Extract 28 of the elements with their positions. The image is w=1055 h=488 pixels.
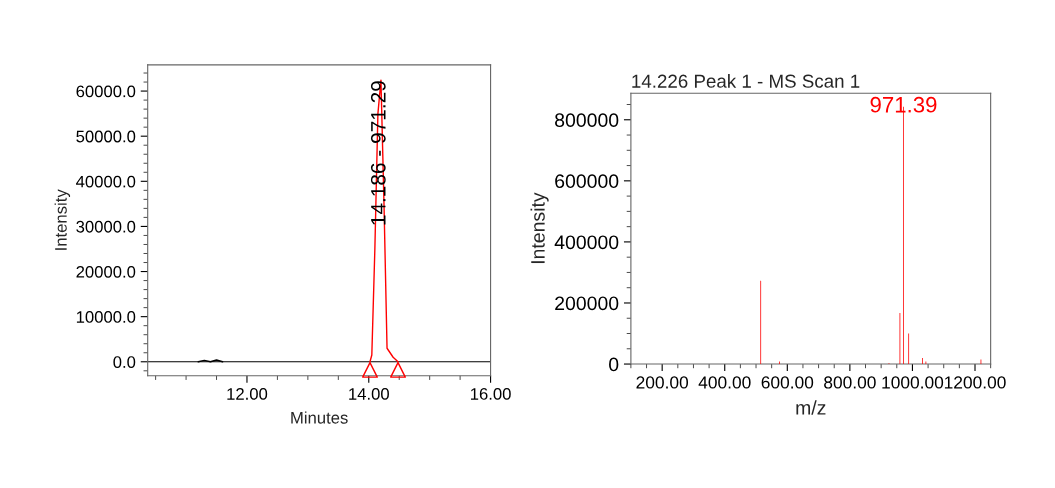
x-axis-title: Minutes [291,411,348,424]
x-tick-label: 14.00 [349,388,389,400]
x-tick-label: 16.00 [470,388,511,400]
y-tick-label: 60000.0 [76,85,136,98]
x-tick-label: 200.00 [636,376,689,389]
y-tick-label: 0 [609,357,619,372]
y-tick-label: 50000.0 [76,130,136,143]
x-tick-label: 800.00 [824,376,876,389]
y-tick-label: 600000 [555,174,619,189]
y-tick-label: 30000.0 [76,220,136,233]
annotation: 971.39 [870,96,937,113]
y-tick-label: 0.0 [113,356,136,368]
y-tick-label: 200000 [555,296,619,311]
x-tick-label: 1000.00 [882,376,944,389]
annotation: 14.186 - 971.29 [370,81,386,225]
x-tick-label: 400.00 [698,376,751,389]
y-tick-label: 400000 [554,235,619,250]
y-axis-title: Intensity [54,189,71,250]
x-axis-title: m/z [796,400,826,415]
chart-title: 14.226 Peak 1 - MS Scan 1 [632,74,860,88]
y-tick-label: 20000.0 [76,265,136,278]
x-tick-label: 12.00 [227,388,268,400]
y-tick-label: 40000.0 [76,175,136,188]
x-tick-label: 600.00 [761,376,814,389]
y-axis-title: Intensity [530,192,549,264]
y-tick-label: 10000.0 [76,311,136,323]
x-tick-label: 1200.00 [944,376,1006,389]
y-tick-label: 800000 [555,113,619,128]
